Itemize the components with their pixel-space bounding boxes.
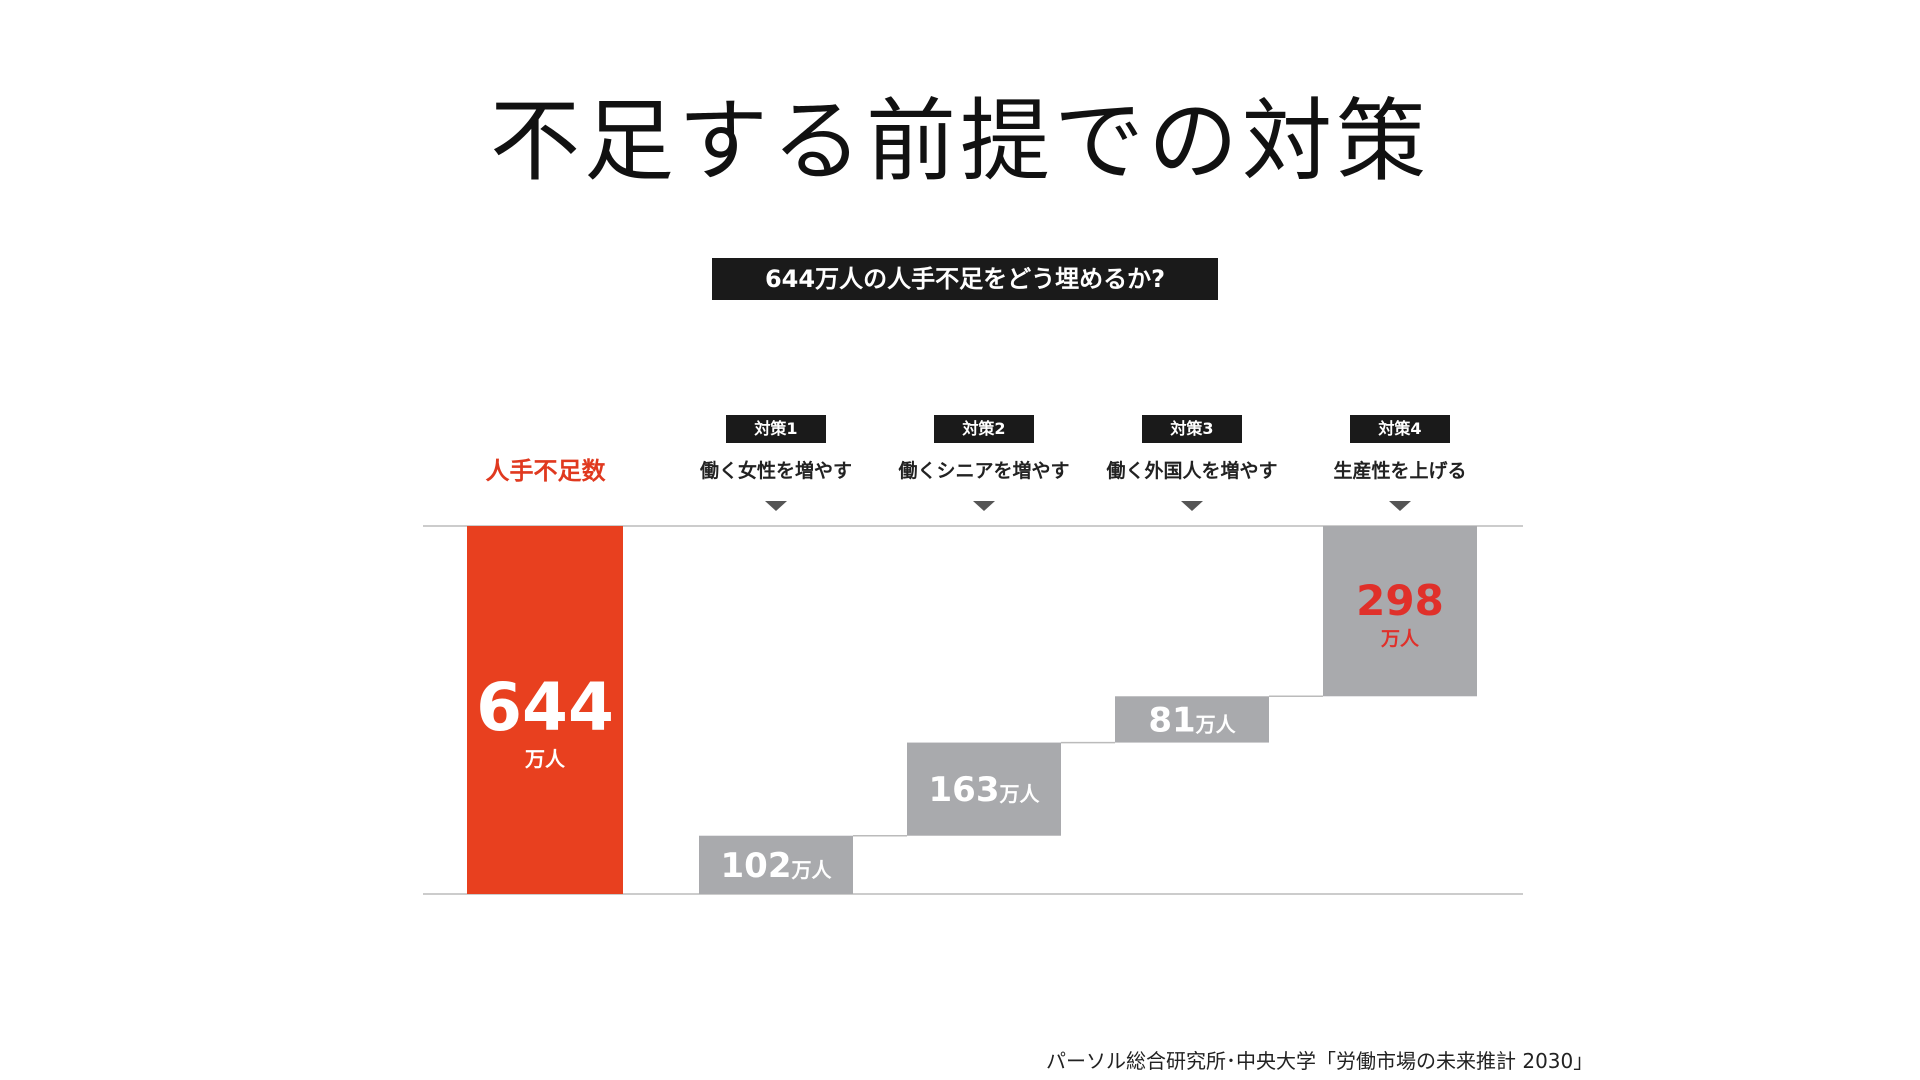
- bar-measure-4-unit-label: 万人: [1380, 628, 1420, 650]
- total-column-label: 人手不足数: [485, 457, 606, 485]
- bar-measure-3-value-label: 81万人: [1148, 700, 1236, 740]
- measure-2-down-arrow-icon: [973, 501, 995, 511]
- bar-total: [467, 526, 623, 894]
- question-banner: 644万人の人手不足をどう埋めるか?: [712, 258, 1218, 300]
- measure-2-tag: 対策2: [934, 415, 1034, 443]
- measure-1-description: 働く女性を増やす: [699, 460, 852, 482]
- bar-measure-4-value-label: 298: [1356, 576, 1444, 625]
- measure-3-description: 働く外国人を増やす: [1106, 460, 1278, 482]
- measure-2-description: 働くシニアを増やす: [898, 460, 1070, 482]
- bar-total-unit-label: 万人: [524, 747, 566, 771]
- bar-measure-3: [1115, 696, 1269, 743]
- measure-3-down-arrow-icon: [1181, 501, 1203, 511]
- measure-1-down-arrow-icon: [765, 501, 787, 511]
- slide-title: 不足する前提での対策: [490, 89, 1430, 194]
- measure-1-tag: 対策1: [726, 415, 826, 443]
- source-note: パーソル総合研究所･中央大学「労働市場の未来推計 2030」: [1046, 1049, 1594, 1073]
- measure-4-down-arrow-icon: [1389, 501, 1411, 511]
- measure-4-tag: 対策4: [1350, 415, 1450, 443]
- measure-4-description: 生産性を上げる: [1333, 460, 1467, 482]
- bar-total-value-label: 644: [476, 669, 614, 746]
- bar-measure-2: [907, 742, 1061, 836]
- bar-measure-1: [699, 835, 853, 894]
- bar-measure-2-value-label: 163万人: [929, 770, 1041, 810]
- bar-measure-1-value-label: 102万人: [721, 846, 833, 886]
- measure-3-tag: 対策3: [1142, 415, 1242, 443]
- bar-measure-4: [1323, 526, 1477, 697]
